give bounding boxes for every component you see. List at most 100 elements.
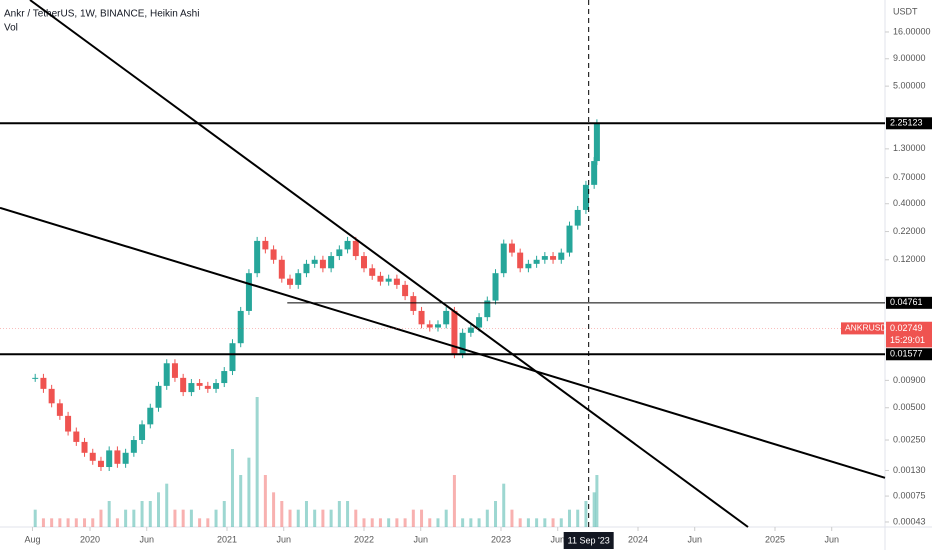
volume-bar [551,518,555,527]
volume-bar [255,397,259,527]
candle [130,440,137,453]
candle [81,441,88,453]
volume-bar [280,501,284,527]
x-tick-label: Jun [139,534,154,544]
y-tick-label: 0.40000 [893,198,926,208]
volume-bar [444,509,448,527]
volume-bar [206,518,210,527]
y-tick-label: 9.00000 [893,53,926,63]
candle [336,249,343,257]
candle [566,225,573,253]
candle [245,273,252,311]
candle [180,377,187,393]
candle [319,259,326,269]
volume-bar [378,518,382,527]
x-tick-label: 2023 [491,534,511,544]
y-tick-label: 0.00043 [893,516,926,526]
candle [229,343,236,372]
candle [352,240,359,257]
volume-bar [132,509,136,527]
candle [139,424,146,441]
x-tick-label: Jun [550,534,565,544]
volume-bar [535,518,539,527]
crosshair-label: 11 Sep '23 [568,535,610,545]
volume-bar [140,501,144,527]
candle [287,278,294,285]
volume-bar [346,501,350,527]
candle [385,278,392,282]
volume-bar [83,518,87,527]
volume-bar [502,483,506,527]
candle [443,310,450,325]
x-tick-label: Jun [824,534,839,544]
candle [32,377,39,379]
volume-bar [296,509,300,527]
volume-bar [518,518,522,527]
candle [213,383,220,389]
candle [56,403,63,416]
level-tag-label: 0.04761 [890,297,923,307]
volume-bar [595,475,599,527]
candle [237,310,244,344]
volume-bar [33,509,37,527]
volume-bar [526,518,530,527]
volume-bar [428,518,432,527]
candle [434,324,441,328]
x-tick-label: Jun [276,534,291,544]
volume-bar [387,518,391,527]
candle [451,310,458,355]
volume-bar [411,509,415,527]
volume-bar [337,501,341,527]
last-price-tag [886,322,932,348]
candle [106,450,113,468]
x-tick-label: Jun [687,534,702,544]
volume-bar [230,449,234,527]
level-tag-label: 2.25123 [890,118,923,128]
volume-bar [189,509,193,527]
candle [295,273,302,285]
last-price-label: 0.02749 [890,323,923,333]
volume-bar [559,518,563,527]
candle [393,278,400,285]
y-tick-label: 0.00900 [893,375,926,385]
candle [114,450,121,464]
candle [402,284,409,297]
volume-bar [329,509,333,527]
x-tick-label: 2021 [217,534,237,544]
volume-bar [263,475,267,527]
trendline [29,0,749,528]
volume-bar [494,501,498,527]
volume-bar [107,501,111,527]
candle [426,324,433,328]
candle [122,452,129,464]
y-tick-label: 5.00000 [893,81,926,91]
candle [410,296,417,311]
volume-bar [272,492,276,527]
candle [582,184,589,210]
level-tag [886,296,932,309]
volume-bar [313,509,317,527]
candle [196,383,203,386]
candle [188,383,195,393]
level-tag-label: 0.01577 [890,349,923,359]
candle [361,256,368,269]
candle [48,388,55,404]
volume-bar [222,501,226,527]
candle [492,273,499,301]
volume-label: Vol [4,23,18,34]
y-tick-label: 1.30000 [893,143,926,153]
volume-bar [91,518,95,527]
volume-bar [362,518,366,527]
volume-bar [321,509,325,527]
candle [550,256,557,260]
symbol-tag [841,322,884,335]
volume-bar [461,518,465,527]
volume-bar [288,509,292,527]
x-tick-label: 2022 [354,534,374,544]
volume-bar [198,518,202,527]
candle [476,317,483,328]
candle [147,407,154,425]
x-tick-label: 2020 [80,534,100,544]
candle [484,300,491,318]
candle [311,259,318,264]
